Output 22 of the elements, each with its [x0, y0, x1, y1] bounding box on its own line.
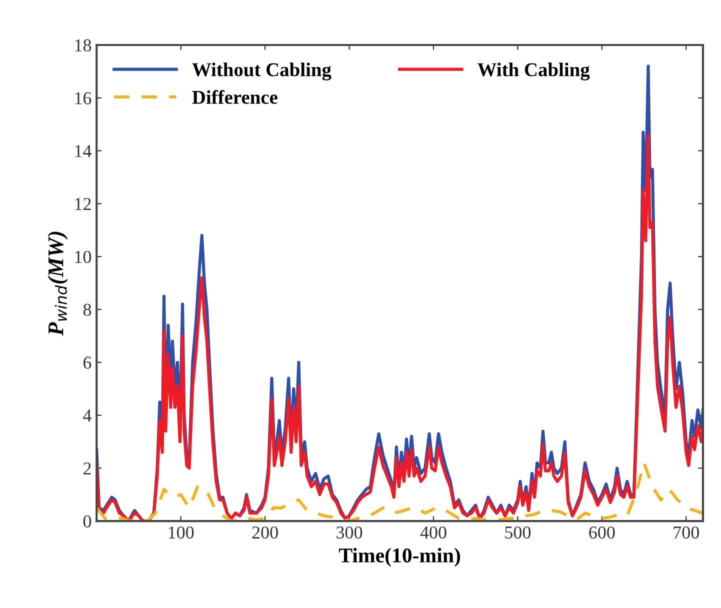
y-tick-label: 4 [83, 410, 92, 422]
y-tick-label: 6 [84, 356, 92, 369]
x-tick-label: 600 [589, 526, 615, 539]
x-tick-label: 400 [420, 526, 446, 539]
x-tick-label: 500 [505, 526, 531, 539]
legend-label: Difference [192, 90, 278, 104]
y-tick-label: 10 [75, 250, 92, 264]
y-axis-title: P$_{wind}$(MW) [48, 232, 68, 336]
y-tick-label: 18 [75, 39, 92, 52]
x-axis-title: Time(10-min) [338, 548, 460, 567]
y-tick-label: 12 [75, 198, 91, 210]
y-tick-label: 8 [83, 304, 92, 316]
legend-label: Without Cabling [192, 62, 332, 80]
y-tick-label: 14 [75, 145, 92, 158]
x-tick-label: 200 [252, 526, 278, 539]
x-tick-label: 700 [674, 526, 699, 539]
y-tick-label: 0 [83, 515, 92, 528]
legend-label: With Cabling [478, 62, 590, 80]
y-tick-label: 16 [75, 92, 92, 104]
y-tick-label: 2 [84, 462, 91, 474]
x-tick-label: 300 [336, 526, 362, 539]
x-tick-label: 100 [168, 526, 194, 539]
